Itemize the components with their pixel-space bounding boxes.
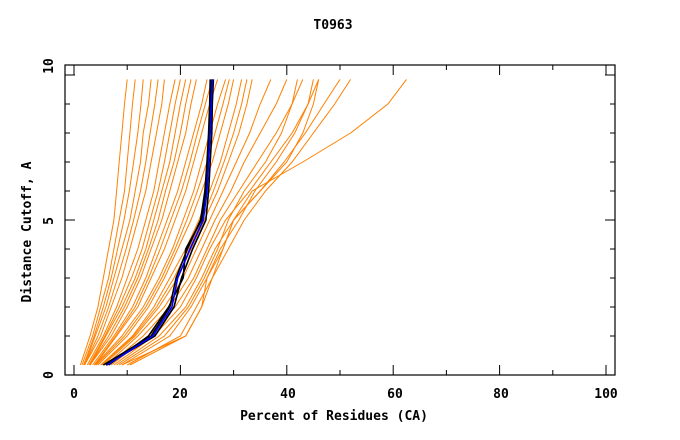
model-series-line: [100, 79, 243, 366]
model-series-line: [118, 79, 298, 366]
model-series-line: [92, 79, 208, 366]
model-series-line: [84, 79, 165, 366]
model-series-line: [121, 79, 314, 366]
model-series-line: [126, 79, 352, 366]
model-series-line: [95, 79, 230, 366]
model-series-line: [81, 79, 136, 366]
group-series-line: [105, 79, 215, 366]
y-tick-label: 5: [42, 217, 57, 225]
model-series-line: [89, 79, 192, 366]
model-series-line: [97, 79, 235, 366]
model-series-line: [83, 79, 144, 366]
x-tick-label: 20: [172, 387, 188, 402]
model-series-line: [79, 79, 128, 366]
x-tick-label: 60: [387, 387, 403, 402]
axis-ticks: [65, 65, 615, 375]
model-series-line: [108, 79, 288, 366]
model-series-line: [102, 79, 253, 366]
x-tick-label: 0: [70, 387, 78, 402]
model-series-line: [84, 79, 152, 366]
model-series-line: [93, 79, 213, 366]
y-axis-label: Distance Cutoff, A: [20, 161, 35, 302]
x-tick-label: 100: [594, 387, 618, 402]
model-series-line: [86, 79, 176, 366]
highlight-series-line: [106, 79, 214, 366]
model-series-line: [110, 79, 304, 366]
model-series-line: [84, 79, 159, 366]
x-axis-label: Percent of Residues (CA): [240, 409, 428, 424]
model-series-line: [88, 79, 181, 366]
model-series-line: [121, 79, 407, 366]
group-series-line: [102, 79, 211, 366]
model-series-line: [105, 79, 272, 366]
x-tick-label: 80: [493, 387, 509, 402]
plot-area: [79, 79, 407, 366]
x-tick-label: 40: [280, 387, 296, 402]
y-tick-label: 10: [42, 58, 57, 74]
y-tick-label: 0: [42, 371, 57, 379]
chart-title: T0963: [313, 18, 352, 33]
model-series-line: [89, 79, 187, 366]
model-series-line: [113, 79, 320, 366]
model-series-line: [89, 79, 197, 366]
model-series-line: [94, 79, 219, 366]
